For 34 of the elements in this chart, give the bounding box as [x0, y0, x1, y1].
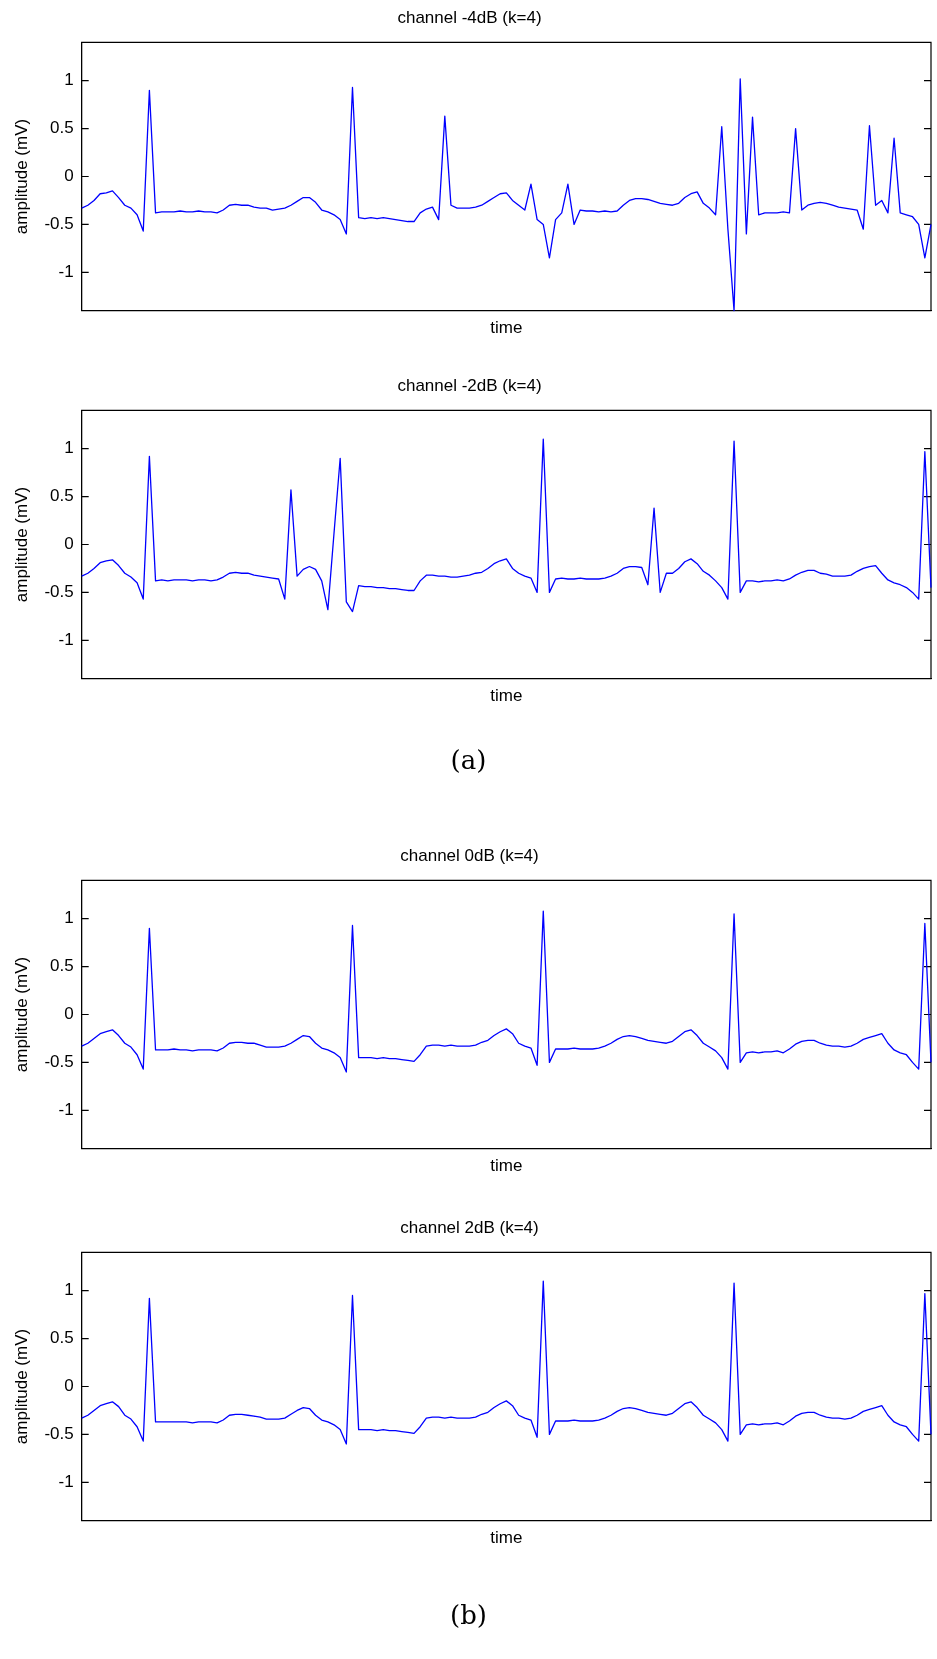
chart-title: channel 0dB (k=4) [400, 845, 539, 865]
x-axis-title: time [490, 1528, 523, 1548]
y-tick-label: 1 [64, 1280, 74, 1300]
y-tick-label: -1 [58, 261, 74, 281]
chart-title: channel -2dB (k=4) [397, 375, 542, 395]
y-tick-label: 0 [64, 534, 74, 554]
x-axis-title: time [490, 318, 523, 338]
y-tick-label: 1 [64, 70, 74, 90]
y-tick-label: 0.5 [50, 118, 74, 138]
chart-title: channel -4dB (k=4) [397, 7, 542, 27]
y-tick-label: -1 [58, 629, 74, 649]
y-axis-title: amplitude (mV) [11, 486, 31, 603]
y-tick-label: -0.5 [44, 1424, 74, 1444]
chart-title: channel 2dB (k=4) [400, 1217, 539, 1237]
y-tick-label: -0.5 [44, 1052, 74, 1072]
y-tick-label: 0.5 [50, 1328, 74, 1348]
y-tick-label: 0.5 [50, 956, 74, 976]
y-tick-label: 0 [64, 1004, 74, 1024]
y-tick-label: 0.5 [50, 486, 74, 506]
y-tick-label: -1 [58, 1099, 74, 1119]
y-axis-title: amplitude (mV) [11, 118, 31, 235]
y-axis-title: amplitude (mV) [11, 956, 31, 1073]
y-tick-label: -1 [58, 1471, 74, 1491]
y-tick-label: 0 [64, 1376, 74, 1396]
x-axis-title: time [490, 1156, 523, 1176]
text: (a) [449, 745, 488, 775]
x-axis-title: time [490, 686, 523, 706]
y-tick-label: 0 [64, 166, 74, 186]
y-tick-label: 1 [64, 908, 74, 928]
y-axis-title: amplitude (mV) [11, 1328, 31, 1445]
y-tick-label: 1 [64, 438, 74, 458]
y-tick-label: -0.5 [44, 582, 74, 602]
y-tick-label: -0.5 [44, 214, 74, 234]
text: (b) [449, 1600, 488, 1630]
